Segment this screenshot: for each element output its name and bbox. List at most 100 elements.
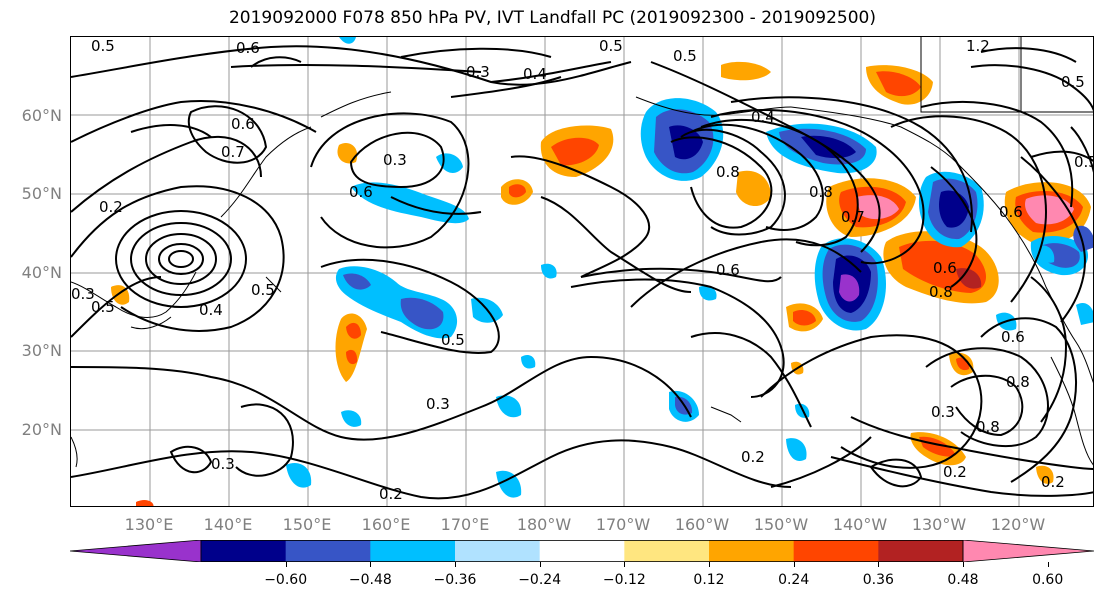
map-canvas: 0.5 0.6 0.5 0.7 0.3 0.4 0.5 1.2 0.8 0.7 … [71,37,1094,506]
lon-label: 180°W [516,515,572,534]
pv-positive-patch [1025,195,1074,225]
lon-label: 120°W [990,515,1046,534]
colorbar-tick-label: −0.60 [264,572,308,588]
lon-label: 130°E [124,515,174,534]
lon-label: 140°E [203,515,253,534]
pv-positive-patch [551,137,599,166]
colorbar-tick-label: −0.12 [602,572,646,588]
contour-label: 0.2 [1041,473,1065,491]
colorbar-tick-label: 0.24 [778,572,810,588]
pv-negative-patch [839,274,860,302]
colorbar-frame [200,540,964,562]
pv-positive-patch [346,349,358,365]
pv-positive-patch [346,322,361,339]
pv-positive-patch [509,184,526,198]
contour-label: 0.5 [1061,73,1085,91]
colorbar-segment [539,540,625,562]
pv-positive-patch [721,61,771,81]
colorbar-segment [624,540,710,562]
colorbar-tick-mark [624,562,626,567]
contour-label: 0.4 [523,65,547,83]
pv-positive-patch [793,310,816,326]
lon-label: 160°E [361,515,411,534]
colorbar-tick-mark [709,562,710,567]
contour-label: 0.8 [716,163,740,181]
lon-label: 140°W [832,515,888,534]
pv-negative-patch [521,355,536,369]
contour-label: 0.2 [379,485,403,503]
map-title: 2019092000 F078 850 hPa PV, IVT Landfall… [228,8,876,28]
contour-label: 0.5 [91,298,115,316]
contour-label: 0.6 [716,261,740,279]
contour-label: 0.2 [99,198,123,216]
pv-positive-patch [956,268,982,289]
pv-positive-patch [919,436,956,457]
colorbar-segment [455,540,541,562]
pv-negative-patch [400,297,444,330]
map-panel: 0.5 0.6 0.5 0.7 0.3 0.4 0.5 1.2 0.8 0.7 … [70,36,1094,507]
contour-label: 0.5 [673,47,697,65]
contour-label: 0.4 [199,301,223,319]
contour-label: 0.7 [841,208,865,226]
contour-label: 0.6 [349,183,373,201]
colorbar-tick-label: 0.36 [862,572,894,588]
lon-label: 150°W [753,515,809,534]
graticule [71,37,1093,506]
contour-label: 0.6 [933,259,957,277]
colorbar-tick-mark [1047,562,1049,567]
contour-label: 0.8 [809,183,833,201]
colorbar-tick-label: −0.36 [433,572,477,588]
colorbar-segment [709,540,795,562]
pv-negative-patch [286,463,312,488]
colorbar-tick-mark [370,562,372,567]
contour-label: 0.3 [931,403,955,421]
pv-positive-patch [856,195,899,220]
contour-label: 1.2 [966,37,990,55]
colorbar-tick-label: 0.48 [947,572,979,588]
contour-label: 0.5 [599,37,623,55]
contour-label: 0.5 [91,37,115,55]
contour-label: 0.2 [943,463,967,481]
pv-negative-patch [541,263,557,279]
contour-label: 0.8 [976,418,1000,436]
contour-label: 0.4 [751,108,775,126]
pv-positive-patch [337,142,358,164]
pv-negative-patch [669,125,703,160]
pv-negative-patch [339,37,356,44]
pv-negative-patch [343,273,371,290]
contour-label: 0.5 [1074,153,1094,171]
colorbar-segment [793,540,879,562]
lat-label: 60°N [21,106,62,125]
pv-negative-patch [341,410,362,427]
contour-label: 0.5 [441,331,465,349]
colorbar-segment [201,540,287,562]
contour-label: 0.2 [741,448,765,466]
lat-label: 30°N [21,341,62,360]
lat-label: 50°N [21,184,62,203]
colorbar-segment [285,540,371,562]
lon-label: 130°W [911,515,967,534]
colorbar-tick-mark [285,562,287,567]
pv-positive-patch [1036,465,1054,484]
pv-negative-patch [699,285,717,301]
contour-label: 0.3 [426,395,450,413]
contour-label: 0.6 [999,203,1023,221]
contour-label: 0.5 [251,281,275,299]
colorbar-tick-label: 0.12 [693,572,725,588]
colorbar-tick-label: −0.48 [348,572,392,588]
colorbar-tick-label: −0.24 [518,572,562,588]
pv-negative-patch [496,395,522,418]
contour-label: 0.3 [466,63,490,81]
lon-label: 170°W [595,515,651,534]
contour-label: 0.8 [1006,373,1030,391]
pv-positive-patch [736,170,771,207]
pv-negative-patch [1076,303,1093,325]
pv-negative-patch [786,438,807,461]
contour-label: 0.6 [236,39,260,57]
lon-label: 150°E [282,515,332,534]
lon-label: 170°E [440,515,490,534]
lat-label: 40°N [21,263,62,282]
pv-positive-patch [876,71,921,97]
colorbar-extend-high [962,540,1094,562]
colorbar-segment [370,540,456,562]
